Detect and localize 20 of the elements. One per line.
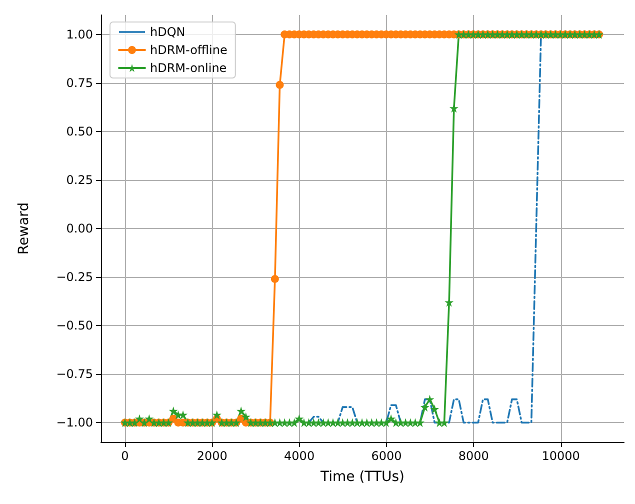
x-tick-label: 6000 (371, 449, 402, 463)
y-tick-label: −0.75 (56, 367, 93, 382)
legend-label: hDQN (150, 25, 186, 39)
x-tick-label: 4000 (284, 449, 315, 463)
legend-label: hDRM-online (150, 61, 227, 75)
y-tick-label: 0.75 (66, 76, 93, 90)
x-tick-label: 10000 (542, 449, 580, 463)
y-axis-title: Reward (16, 202, 32, 255)
y-tick-label: 0.25 (66, 172, 93, 187)
x-axis-title: Time (TTUs) (319, 469, 405, 485)
y-tick-label: 0.50 (66, 124, 93, 138)
y-tick-label: 0.00 (66, 222, 93, 236)
x-tick-label: 0 (121, 449, 129, 463)
x-tick-label: 2000 (196, 449, 228, 463)
y-tick-label: −0.50 (56, 318, 93, 333)
y-tick-label: −0.25 (56, 270, 93, 284)
y-tick-label: −1.00 (56, 416, 93, 430)
y-tick-label: 1.00 (66, 27, 93, 42)
x-tick-label: 8000 (458, 449, 489, 463)
legend-label: hDRM-offline (150, 43, 228, 57)
